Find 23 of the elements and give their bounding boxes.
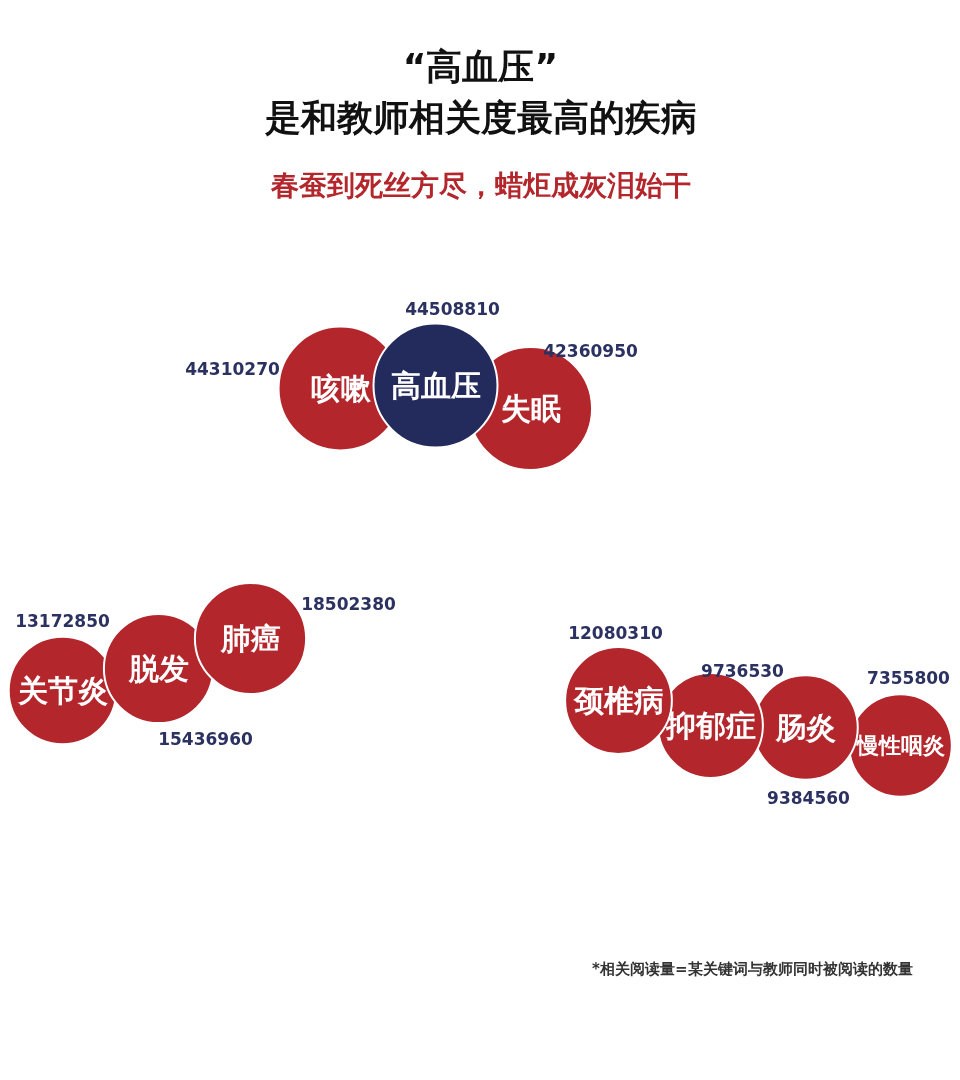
- data-label: 7355800: [867, 668, 951, 688]
- category-label: 脱发: [127, 651, 189, 686]
- data-label: 42360950: [543, 341, 638, 361]
- text: “高血压” 是和教师相关度最高的疾病: [263, 45, 697, 138]
- data-label: 15436960: [158, 729, 253, 749]
- data-label: 9736530: [701, 661, 785, 681]
- category-label: 咳嗽: [310, 371, 372, 406]
- data-label: 12080310: [568, 623, 663, 643]
- data-label: 9384560: [767, 788, 851, 808]
- text: 春蚕到死丝方尽，蜡炬成灰泪始干: [269, 168, 691, 202]
- category-label: 肺癌: [219, 621, 281, 656]
- data-label: 18502380: [301, 594, 396, 614]
- data-label: 44508810: [405, 299, 500, 319]
- category-label: 关节炎: [16, 673, 108, 708]
- category-label: 颈椎病: [571, 683, 664, 718]
- category-label: 肠炎: [774, 710, 836, 745]
- category-label: 失眠: [500, 391, 561, 426]
- category-label: 抑郁症: [664, 708, 756, 743]
- category-label: 慢性咽炎: [854, 733, 945, 758]
- data-label: 44310270: [185, 359, 280, 379]
- data-label: 13172850: [15, 611, 110, 631]
- category-label: 高血压: [390, 368, 481, 403]
- text: *相关阅读量=某关键词与教师同时被阅读的数量: [592, 959, 913, 978]
